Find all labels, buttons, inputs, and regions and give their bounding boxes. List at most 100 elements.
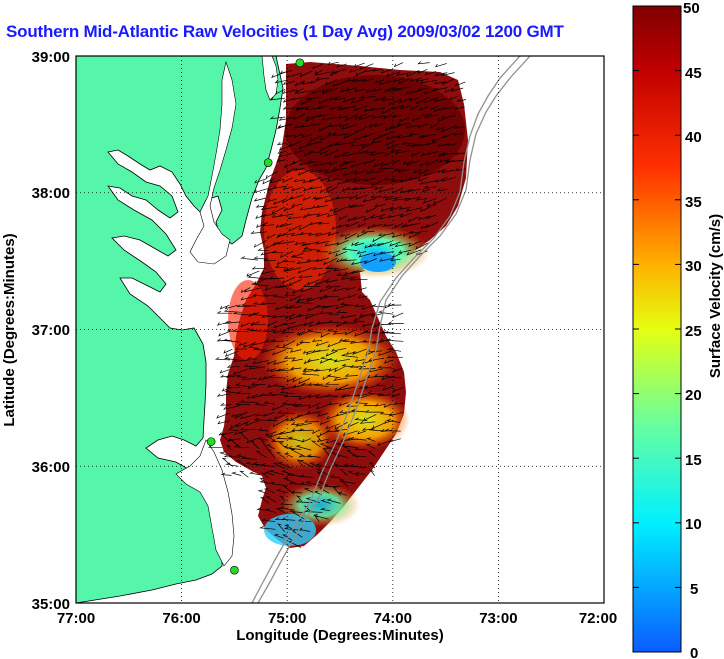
velocity-arrow xyxy=(334,384,349,392)
velocity-arrow xyxy=(294,106,305,110)
velocity-arrow xyxy=(240,287,251,294)
velocity-arrow xyxy=(420,113,431,117)
velocity-arrow xyxy=(268,375,286,379)
velocity-arrow xyxy=(322,447,331,457)
x-tick-label: 72:00 xyxy=(579,610,617,627)
velocity-arrow xyxy=(450,87,464,93)
velocity-arrow xyxy=(373,88,383,93)
velocity-arrow xyxy=(223,454,240,458)
velocity-arrow xyxy=(371,223,383,228)
velocity-arrow xyxy=(297,168,313,176)
velocity-arrow xyxy=(373,251,386,257)
velocity-arrow xyxy=(332,80,348,87)
velocity-arrow xyxy=(320,499,331,504)
velocity-arrow xyxy=(266,187,276,192)
velocity-arrow xyxy=(419,161,430,167)
velocity-arrow xyxy=(446,142,458,147)
velocity-arrow xyxy=(354,471,366,475)
velocity-arrow xyxy=(314,69,323,75)
velocity-arrow xyxy=(291,358,303,362)
velocity-arrow xyxy=(336,239,349,246)
velocity-arrow xyxy=(422,198,437,204)
velocity-arrow xyxy=(310,440,321,448)
velocity-arrow xyxy=(302,350,313,354)
velocity-arrow xyxy=(298,394,312,400)
velocity-arrow xyxy=(245,420,260,427)
velocity-arrow xyxy=(277,232,295,237)
velocity-arrow xyxy=(359,95,377,99)
velocity-arrow xyxy=(282,485,295,495)
velocity-arrow xyxy=(298,223,312,231)
velocity-arrow xyxy=(294,241,305,246)
velocity-arrow xyxy=(437,107,455,111)
velocity-arrow xyxy=(264,508,277,513)
velocity-arrow xyxy=(449,96,458,101)
velocity-arrow xyxy=(299,231,312,235)
velocity-arrow xyxy=(284,524,293,530)
velocity-arrow xyxy=(426,158,440,167)
velocity-arrow xyxy=(263,401,275,405)
velocity-arrow xyxy=(392,312,404,319)
velocity-arrow xyxy=(312,429,321,435)
velocity-arrow xyxy=(310,78,322,84)
plot-frame xyxy=(75,55,605,604)
velocity-arrow xyxy=(317,113,329,118)
velocity-arrow xyxy=(413,168,422,174)
velocity-arrow xyxy=(347,293,357,299)
velocity-arrow xyxy=(396,122,411,126)
velocity-arrow xyxy=(295,499,313,503)
velocity-arrow xyxy=(344,232,357,240)
velocity-arrow xyxy=(299,70,313,78)
velocity-arrow xyxy=(327,341,341,348)
velocity-arrow xyxy=(319,420,331,426)
velocity-arrow xyxy=(318,487,330,494)
velocity-arrow xyxy=(302,369,320,373)
velocity-arrow xyxy=(283,453,293,458)
velocity-arrow xyxy=(349,364,366,368)
velocity-arrow xyxy=(248,366,266,370)
velocity-arrow xyxy=(370,140,383,144)
velocity-arrow xyxy=(355,393,368,397)
velocity-arrow xyxy=(361,304,376,311)
velocity-arrow xyxy=(355,70,366,77)
velocity-arrow xyxy=(441,72,455,76)
velocity-arrow xyxy=(436,168,447,173)
velocity-arrow xyxy=(376,240,392,247)
velocity-arrow xyxy=(318,98,329,105)
velocity-arrow xyxy=(248,312,260,317)
velocity-arrow xyxy=(317,221,330,225)
velocity-arrow xyxy=(355,194,368,200)
velocity-arrow xyxy=(266,418,278,422)
radar-station-marker xyxy=(263,158,273,167)
velocity-arrow xyxy=(313,368,331,372)
velocity-arrow xyxy=(374,203,386,208)
velocity-arrow xyxy=(239,414,257,420)
velocity-arrow xyxy=(275,507,286,514)
velocity-arrow xyxy=(314,515,320,523)
velocity-arrow xyxy=(255,222,269,228)
velocity-arrow xyxy=(259,212,277,218)
velocity-arrow xyxy=(441,169,455,174)
radar-station-marker xyxy=(295,58,305,68)
velocity-arrow xyxy=(287,323,304,330)
velocity-arrow xyxy=(279,495,286,502)
velocity-arrow xyxy=(272,462,285,470)
velocity-arrow xyxy=(259,477,268,485)
velocity-arrow xyxy=(281,517,296,521)
velocity-arrow xyxy=(381,107,394,115)
velocity-arrow xyxy=(398,206,412,210)
velocity-arrow xyxy=(311,90,321,94)
velocity-arrow xyxy=(345,87,358,92)
velocity-arrow xyxy=(339,479,356,484)
velocity-arrow xyxy=(275,305,287,311)
velocity-arrow xyxy=(298,143,314,150)
velocity-arrow xyxy=(335,258,348,263)
velocity-arrow xyxy=(358,185,377,190)
velocity-arrow xyxy=(308,402,321,409)
velocity-arrow xyxy=(409,97,419,102)
velocity-arrow xyxy=(344,329,356,336)
velocity-arrow xyxy=(283,526,302,531)
velocity-arrow xyxy=(255,204,266,208)
velocity-arrow xyxy=(339,233,350,237)
velocity-arrow xyxy=(301,134,312,138)
